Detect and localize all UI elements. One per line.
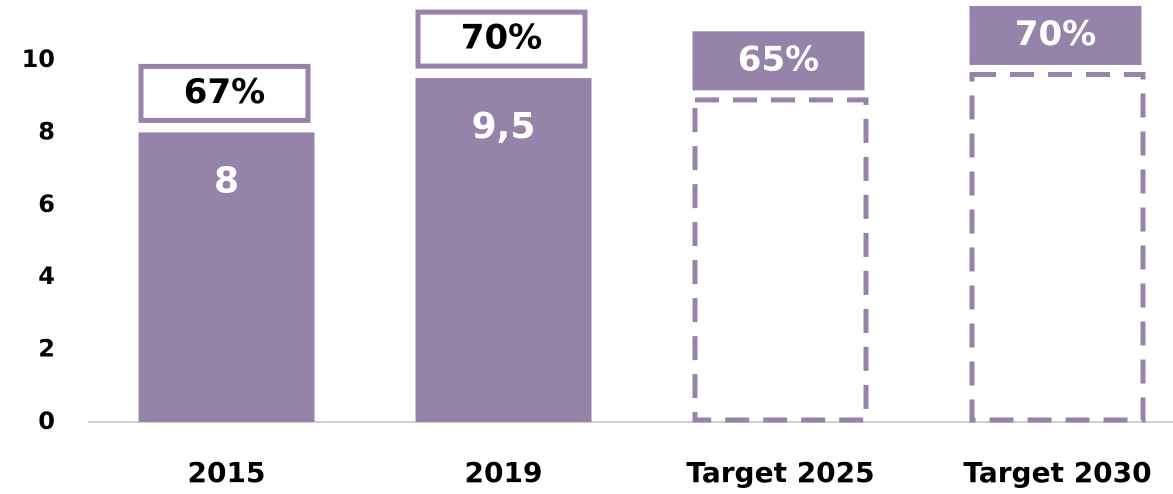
- y-tick-label: 8: [38, 117, 55, 145]
- share-box: [969, 5, 1142, 65]
- x-tick-label: 2019: [465, 456, 543, 489]
- y-tick-label: 4: [38, 262, 55, 290]
- share-box: [415, 9, 588, 69]
- target-bar: [692, 97, 869, 423]
- value-label: 9,5: [472, 106, 536, 147]
- y-tick-label: 2: [38, 335, 55, 363]
- x-tick-label: Target 2030: [963, 456, 1151, 489]
- value-label: 8: [214, 160, 239, 201]
- x-tick-label: 2015: [188, 456, 266, 489]
- x-tick-label: Target 2025: [686, 456, 874, 489]
- share-label: 70%: [461, 18, 542, 58]
- share-label: 65%: [738, 39, 819, 79]
- share-label: 67%: [184, 72, 265, 112]
- share-box: [692, 31, 865, 91]
- y-tick-label: 0: [38, 407, 55, 435]
- share-box: [138, 63, 311, 123]
- bar: [415, 78, 592, 422]
- bar: [138, 132, 315, 422]
- share-label: 70%: [1015, 14, 1096, 54]
- target-bar: [969, 71, 1146, 423]
- y-tick-label: 6: [38, 190, 55, 218]
- y-tick-label: 10: [22, 45, 55, 73]
